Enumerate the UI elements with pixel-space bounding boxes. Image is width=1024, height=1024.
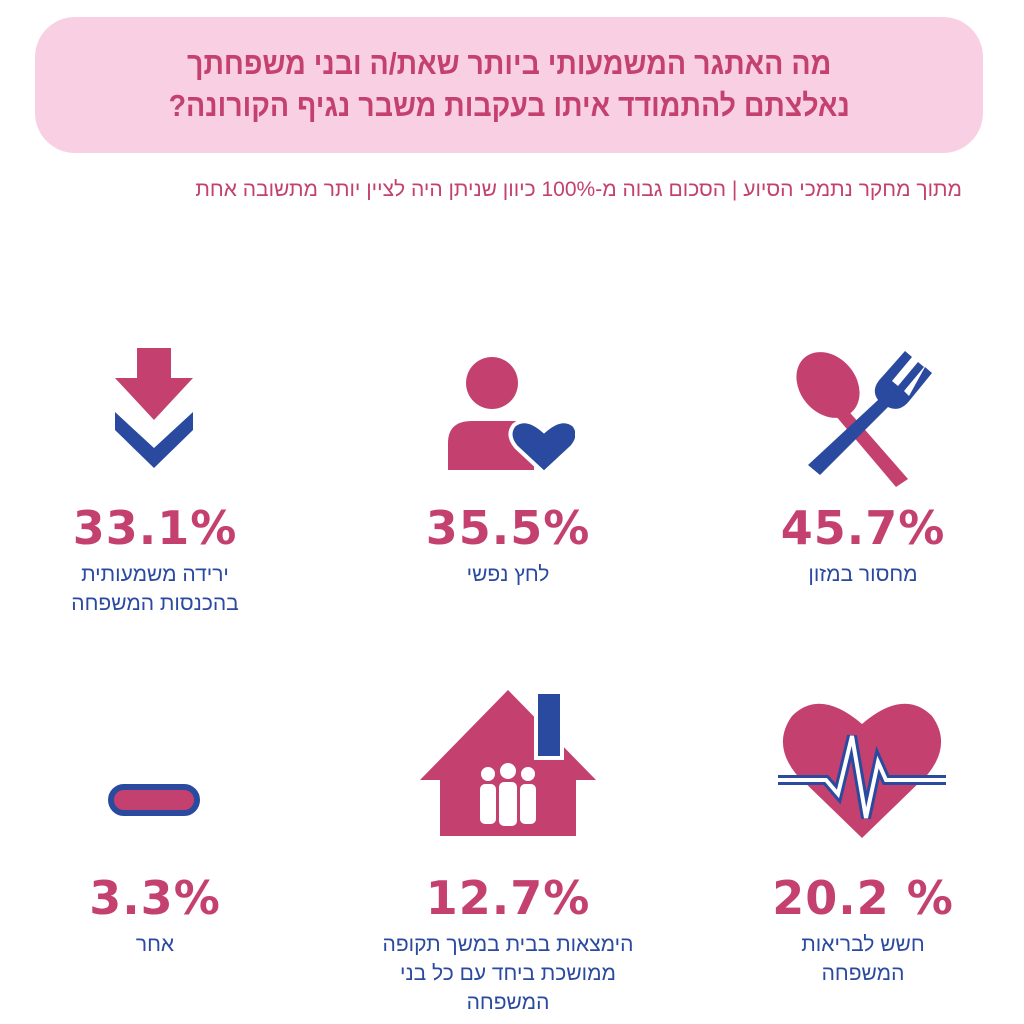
spoon-fork-icon [796,351,932,487]
label-line-1: הימצאות בבית במשך תקופה [382,933,634,956]
stat-label: ירידה משמעותית בהכנסות המשפחה [5,560,305,618]
title-banner: מה האתגר המשמעותי ביותר שאת/ה ובני משפחת… [35,17,983,153]
stat-label: חשש לבריאות המשפחה [713,930,1013,988]
stat-value: 33.1% [72,501,238,555]
stat-mental-stress: 35.5% לחץ נפשי [358,502,658,589]
arrow-down-icon [115,348,193,468]
stat-value: 35.5% [425,501,591,555]
stat-label: אחר [135,933,175,956]
stat-home-together: 12.7% הימצאות בבית במשך תקופה ממושכת ביחד… [358,872,658,1017]
stat-family-health: 20.2 % חשש לבריאות המשפחה [713,872,1013,988]
stat-food-shortage: 45.7% מחסור במזון [713,502,1013,589]
stat-value: 20.2 % [772,871,954,925]
label-line-2: בהכנסות המשפחה [71,592,239,615]
label-line-2: ממושכת ביחד עם כל בני המשפחה [400,962,616,1014]
stat-label: הימצאות בבית במשך תקופה ממושכת ביחד עם כל… [358,930,658,1017]
stat-other: 3.3% אחר [5,872,305,959]
heart-pulse-icon [778,703,946,838]
title-line-2: נאלצתם להתמודד איתו בעקבות משבר נגיף הקו… [168,88,850,123]
stat-value: 45.7% [780,501,946,555]
stat-label: מחסור במזון [808,563,918,586]
label-line-1: ירידה משמעותית [81,563,229,586]
stat-value: 12.7% [425,871,591,925]
label-line-1: חשש לבריאות [801,933,925,956]
person-heart-icon [448,357,575,475]
house-family-icon [420,690,596,836]
stat-value: 3.3% [89,871,221,925]
subtitle: מתוך מחקר נתמכי הסיוע | הסכום גבוה מ-100… [195,178,962,201]
stat-label: לחץ נפשי [466,563,550,586]
label-line-2: המשפחה [821,962,905,985]
title-line-1: מה האתגר המשמעותי ביותר שאת/ה ובני משפחת… [186,46,832,81]
stat-income-drop: 33.1% ירידה משמעותית בהכנסות המשפחה [5,502,305,618]
minus-bar-icon [108,784,200,816]
